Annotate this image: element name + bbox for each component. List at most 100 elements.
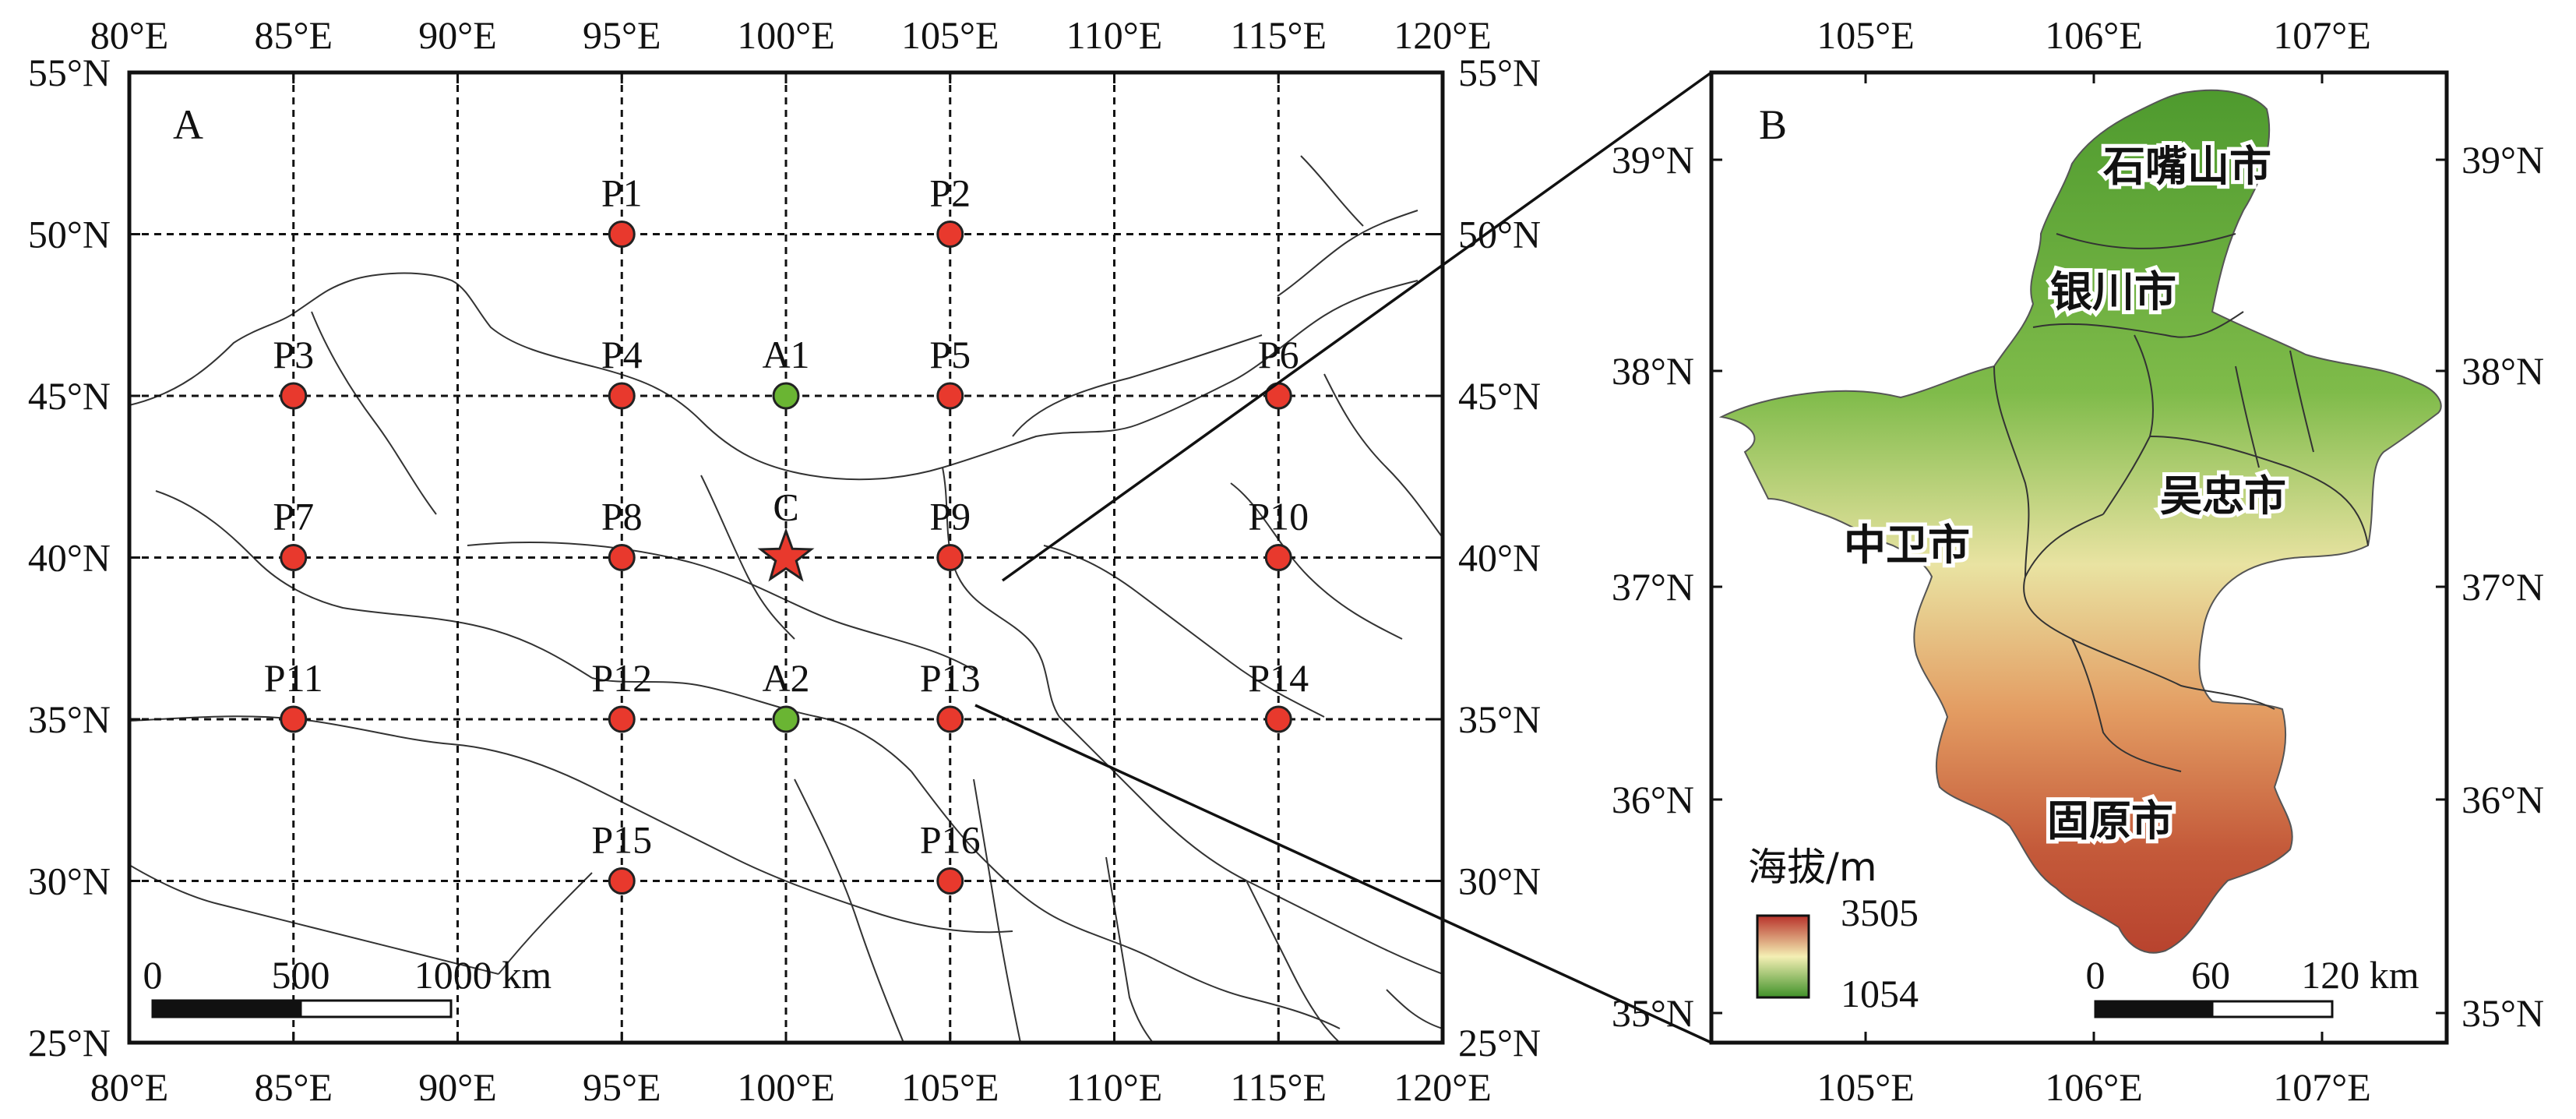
b-lat-tick-right-36n: 36°N bbox=[2461, 778, 2544, 821]
lon-tick-top-110e: 110°E bbox=[1066, 13, 1163, 57]
sample-point-p6 bbox=[1264, 382, 1292, 410]
legend-title: 海拔/m bbox=[1748, 845, 1877, 890]
lon-tick-top-120e: 120°E bbox=[1394, 13, 1492, 57]
lat-tick-left-45n: 45°N bbox=[28, 374, 111, 418]
sample-point-p8 bbox=[608, 544, 636, 571]
b-lon-tick-top-105e: 105°E bbox=[1817, 13, 1915, 57]
scalebar-b-label-0: 0 bbox=[2086, 953, 2106, 997]
panel-b-frame bbox=[1709, 70, 2449, 1045]
sample-point-label-p8: P8 bbox=[601, 495, 643, 538]
lat-tick-right-45n: 45°N bbox=[1458, 374, 1541, 418]
sample-point-label-p13: P13 bbox=[920, 656, 981, 700]
city-label-guyuan: 固原市 bbox=[2047, 796, 2173, 845]
lat-tick-right-50n: 50°N bbox=[1458, 213, 1541, 256]
panel-b-map: 105°E 105°E 106°E 106°E 107°E 107°E 39°N 39°N 38… bbox=[1612, 13, 2544, 1109]
lat-tick-left-50n: 50°N bbox=[28, 213, 111, 256]
lon-tick-bottom-110e: 110°E bbox=[1066, 1065, 1163, 1109]
lat-tick-right-55n: 55°N bbox=[1458, 51, 1541, 94]
scalebar-a-label-0: 0 bbox=[143, 953, 163, 997]
b-lon-tick-bottom-105e: 105°E bbox=[1817, 1065, 1915, 1109]
sample-point-label-p15: P15 bbox=[591, 818, 652, 862]
b-lon-tick-top-107e: 107°E bbox=[2273, 13, 2371, 57]
panel-b-ticks: 105°E 105°E 106°E 106°E 107°E 107°E 39°N 39°N 38… bbox=[1612, 13, 2544, 1109]
sample-point-label-p7: P7 bbox=[273, 495, 314, 538]
lon-tick-bottom-120e: 120°E bbox=[1394, 1065, 1492, 1109]
sample-point-label-p16: P16 bbox=[920, 818, 981, 862]
city-label-shizuishan: 石嘴山市 bbox=[2103, 142, 2271, 191]
lat-tick-right-25n: 25°N bbox=[1458, 1021, 1541, 1064]
b-lon-tick-top-106e: 106°E bbox=[2045, 13, 2143, 57]
scalebar-b-label-120: 120 km bbox=[2301, 953, 2419, 997]
sample-point-p16 bbox=[936, 867, 964, 895]
graticule-grid bbox=[129, 72, 1443, 1043]
sample-point-p1 bbox=[608, 221, 636, 248]
b-lat-tick-right-38n: 38°N bbox=[2461, 349, 2544, 393]
sample-point-label-a1: A1 bbox=[762, 333, 809, 376]
sample-point-p12 bbox=[608, 705, 636, 733]
sample-point-label-p4: P4 bbox=[601, 333, 643, 376]
ningxia-terrain bbox=[1718, 89, 2442, 954]
scalebar-a-label-1000: 1000 km bbox=[414, 953, 552, 997]
panel-a-scalebar: 0 500 1000 km bbox=[143, 953, 552, 1018]
lon-tick-bottom-80e: 80°E bbox=[90, 1065, 169, 1109]
lat-tick-left-40n: 40°N bbox=[28, 536, 111, 580]
lon-tick-top-85e: 85°E bbox=[254, 13, 333, 57]
lat-tick-left-25n: 25°N bbox=[28, 1021, 111, 1064]
sample-point-label-p9: P9 bbox=[929, 495, 971, 538]
lon-tick-bottom-100e: 100°E bbox=[737, 1065, 835, 1109]
b-lat-tick-left-38n: 38°N bbox=[1612, 349, 1694, 393]
elevation-legend: 海拔/m 3505 1054 bbox=[1748, 845, 1919, 1015]
sample-points: P1 P2 P3 P4 A1 P5 P6 P7 P8 P9 P10 P11 P12 A2 P13 P14 P15… bbox=[264, 171, 1309, 895]
lat-tick-left-30n: 30°N bbox=[28, 860, 111, 903]
city-label-wuzhong: 吴忠市 bbox=[2160, 471, 2286, 521]
lon-tick-top-100e: 100°E bbox=[737, 13, 835, 57]
city-label-yinchuan: 银川市 bbox=[2050, 267, 2176, 316]
panel-a-map: 80°E 80°E 85°E 85°E 90°E 90°E 95°E 95°E 100°E 100… bbox=[28, 13, 1541, 1109]
sample-point-label-a2: A2 bbox=[762, 656, 809, 700]
sample-point-label-p12: P12 bbox=[591, 656, 652, 700]
lon-tick-top-90e: 90°E bbox=[418, 13, 497, 57]
sample-point-p14 bbox=[1264, 705, 1292, 733]
lat-tick-right-30n: 30°N bbox=[1458, 860, 1541, 903]
lat-tick-left-35n: 35°N bbox=[28, 697, 111, 741]
lon-tick-bottom-105e: 105°E bbox=[901, 1065, 999, 1109]
sample-point-p13 bbox=[936, 705, 964, 733]
lon-tick-bottom-115e: 115°E bbox=[1230, 1065, 1327, 1109]
b-lat-tick-left-37n: 37°N bbox=[1612, 565, 1694, 609]
sample-point-label-p1: P1 bbox=[601, 171, 643, 215]
sample-point-a1 bbox=[772, 382, 800, 410]
legend-max-value: 3505 bbox=[1841, 891, 1919, 934]
sample-point-a2 bbox=[772, 705, 800, 733]
admin-boundaries bbox=[1993, 233, 2369, 772]
sample-point-p5 bbox=[936, 382, 964, 410]
sample-point-label-p3: P3 bbox=[273, 333, 314, 376]
sample-point-p11 bbox=[280, 705, 308, 733]
b-lat-tick-left-35n: 35°N bbox=[1612, 991, 1694, 1035]
center-point-label: C bbox=[773, 485, 798, 529]
lon-tick-top-80e: 80°E bbox=[90, 13, 169, 57]
lon-tick-top-115e: 115°E bbox=[1230, 13, 1327, 57]
b-lat-tick-right-37n: 37°N bbox=[2461, 565, 2544, 609]
lat-tick-left-55n: 55°N bbox=[28, 51, 111, 94]
panel-a-ticks: 80°E 80°E 85°E 85°E 90°E 90°E 95°E 95°E 100°E 100… bbox=[28, 13, 1541, 1109]
sample-point-p10 bbox=[1264, 544, 1292, 571]
center-point-star bbox=[757, 528, 815, 582]
lon-tick-top-95e: 95°E bbox=[583, 13, 661, 57]
lon-tick-bottom-85e: 85°E bbox=[254, 1065, 333, 1109]
lon-tick-bottom-95e: 95°E bbox=[583, 1065, 661, 1109]
b-lat-tick-left-39n: 39°N bbox=[1612, 138, 1694, 182]
b-lon-tick-bottom-107e: 107°E bbox=[2273, 1065, 2371, 1109]
b-lat-tick-right-35n: 35°N bbox=[2461, 991, 2544, 1035]
sample-point-p3 bbox=[280, 382, 308, 410]
sample-point-label-p6: P6 bbox=[1258, 333, 1299, 376]
panel-b-scalebar: 0 60 120 km bbox=[2086, 953, 2419, 1018]
panel-a-label: A bbox=[173, 101, 203, 148]
sample-point-p15 bbox=[608, 867, 636, 895]
lat-tick-right-35n: 35°N bbox=[1458, 697, 1541, 741]
sample-point-label-p10: P10 bbox=[1248, 495, 1309, 538]
legend-min-value: 1054 bbox=[1841, 972, 1919, 1015]
city-label-zhongwei: 中卫市 bbox=[1844, 521, 1970, 570]
sample-point-p7 bbox=[280, 544, 308, 571]
elevation-color-ramp bbox=[1756, 914, 1810, 999]
